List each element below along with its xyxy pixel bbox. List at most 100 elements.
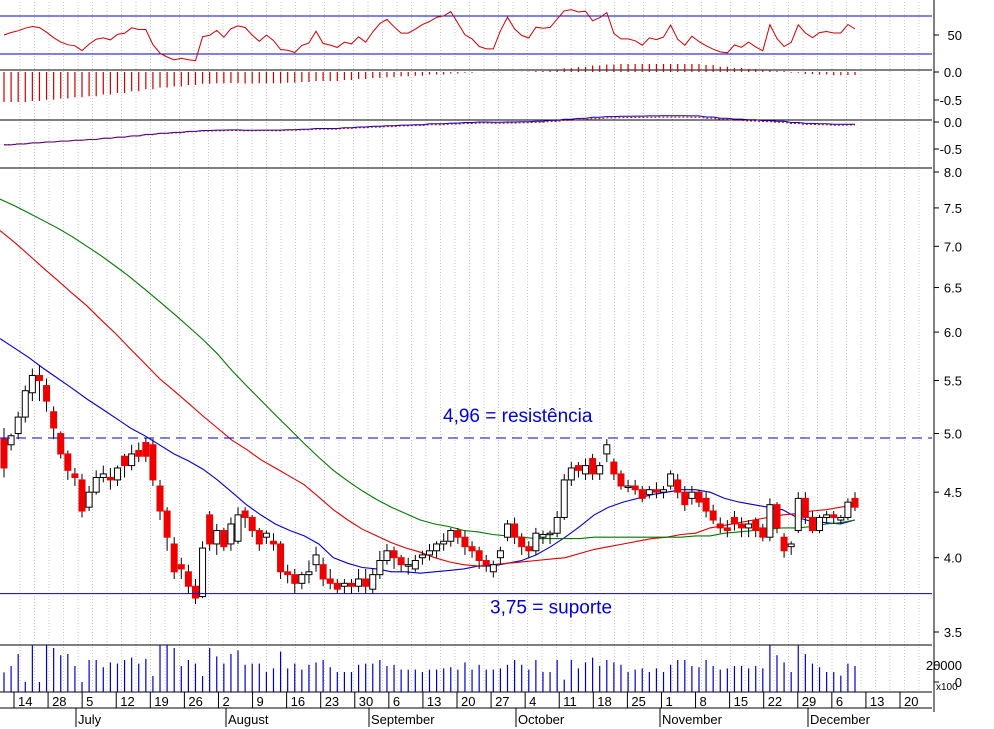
price-tick-label: 6.0 (944, 325, 962, 340)
volume-unit-label: x100 (936, 682, 958, 693)
volume-panel (3, 644, 856, 692)
candle-body (319, 564, 327, 580)
candle-body (418, 554, 426, 559)
day-tick-label: 19 (154, 694, 168, 709)
support-label: 3,75 = suporte (490, 598, 612, 619)
candle-body (603, 444, 611, 455)
candle-body (121, 455, 129, 467)
candle-body (269, 540, 277, 545)
day-tick-label: 12 (120, 694, 134, 709)
candle-body (574, 465, 582, 471)
candle-body (730, 516, 738, 525)
y-axis: 50 0.0 -0.5 0.0 -0.5 8.0 7.5 7.0 6.5 6.0 5.5 5.0 4.5… (926, 28, 962, 693)
candle-body (128, 453, 136, 467)
day-tick-label: 5 (86, 694, 93, 709)
candle-body (362, 578, 370, 587)
moving-average-line (0, 198, 856, 540)
candle-body (454, 530, 462, 538)
day-tick-label: 13 (427, 694, 441, 709)
histogram-panel (3, 64, 856, 102)
price-tick-label: 7.5 (944, 201, 962, 216)
osc-tick-label: 50 (948, 28, 962, 43)
candlesticks (0, 365, 859, 605)
candle-body (14, 416, 22, 435)
candle-body (35, 374, 43, 381)
day-tick-label: 15 (734, 694, 748, 709)
candle-body (610, 461, 618, 475)
day-tick-label: 20 (461, 694, 475, 709)
candle-body (695, 491, 703, 503)
candle-body (787, 543, 795, 548)
month-label: October (518, 712, 565, 727)
candle-body (553, 516, 561, 534)
candle-body (681, 491, 689, 506)
price-tick-label: 5.0 (944, 427, 962, 442)
candle-body (851, 497, 859, 508)
day-tick-label: 16 (291, 694, 305, 709)
candle-body (142, 442, 150, 457)
x-axis: 14 28 5 12 19 26 2 9 16 23 30 6 13 20 27 4 11 18 25 1 8 15 22 2… (13, 692, 918, 727)
candle-body (28, 374, 36, 394)
candle-body (64, 453, 72, 471)
candle-body (433, 543, 441, 552)
candle-body (326, 578, 334, 584)
candle-body (816, 516, 824, 532)
candle-body (248, 516, 256, 532)
candle-body (206, 514, 214, 545)
candle-body (645, 489, 653, 496)
panel-boundaries (0, 0, 935, 712)
candle-body (220, 530, 228, 548)
candle-body (532, 532, 540, 552)
candle-body (482, 559, 490, 566)
candle-body (305, 571, 313, 576)
macd-panel (4, 115, 855, 146)
candle-body (277, 543, 285, 573)
price-tick-label: 8.0 (944, 165, 962, 180)
candle-body (184, 571, 192, 587)
candle-body (355, 578, 363, 587)
oscillator-panel (0, 9, 932, 62)
candle-body (57, 433, 65, 455)
candle-body (709, 510, 717, 521)
candle-body (830, 514, 838, 518)
candle-body (241, 510, 249, 518)
candle-body (227, 523, 235, 545)
candle-body (135, 449, 143, 457)
candle-body (177, 564, 185, 570)
month-label: August (228, 712, 269, 727)
day-tick-label: 8 (700, 694, 707, 709)
candle-body (582, 465, 590, 475)
candle-body (21, 390, 29, 418)
macd-tick-label: -0.5 (940, 142, 962, 157)
osc-tick-label: 0.0 (944, 65, 962, 80)
candle-body (511, 523, 519, 538)
day-tick-label: 23 (325, 694, 339, 709)
day-tick-label: 26 (188, 694, 202, 709)
price-tick-label: 5.5 (944, 373, 962, 388)
candle-body (745, 523, 753, 529)
month-label: September (371, 712, 435, 727)
moving-averages (0, 198, 856, 574)
day-tick-label: 13 (870, 694, 884, 709)
candle-body (525, 546, 533, 552)
candle-body (844, 501, 852, 518)
day-tick-label: 25 (631, 694, 645, 709)
candle-body (298, 574, 306, 584)
candle-body (667, 473, 675, 487)
price-tick-label: 6.5 (944, 281, 962, 296)
day-tick-label: 1 (665, 694, 672, 709)
candle-body (262, 532, 270, 538)
price-tick-label: 4.5 (944, 485, 962, 500)
candle-body (688, 491, 696, 499)
moving-average-line (0, 230, 856, 567)
oscillator-line (3, 9, 856, 62)
hist-tick-label: -0.5 (940, 93, 962, 108)
candle-body (589, 458, 597, 475)
month-label: November (662, 712, 723, 727)
candle-body (43, 385, 51, 402)
candle-body (0, 438, 8, 469)
candle-body (794, 497, 802, 532)
candle-body (7, 435, 15, 446)
candle-body (660, 489, 668, 493)
